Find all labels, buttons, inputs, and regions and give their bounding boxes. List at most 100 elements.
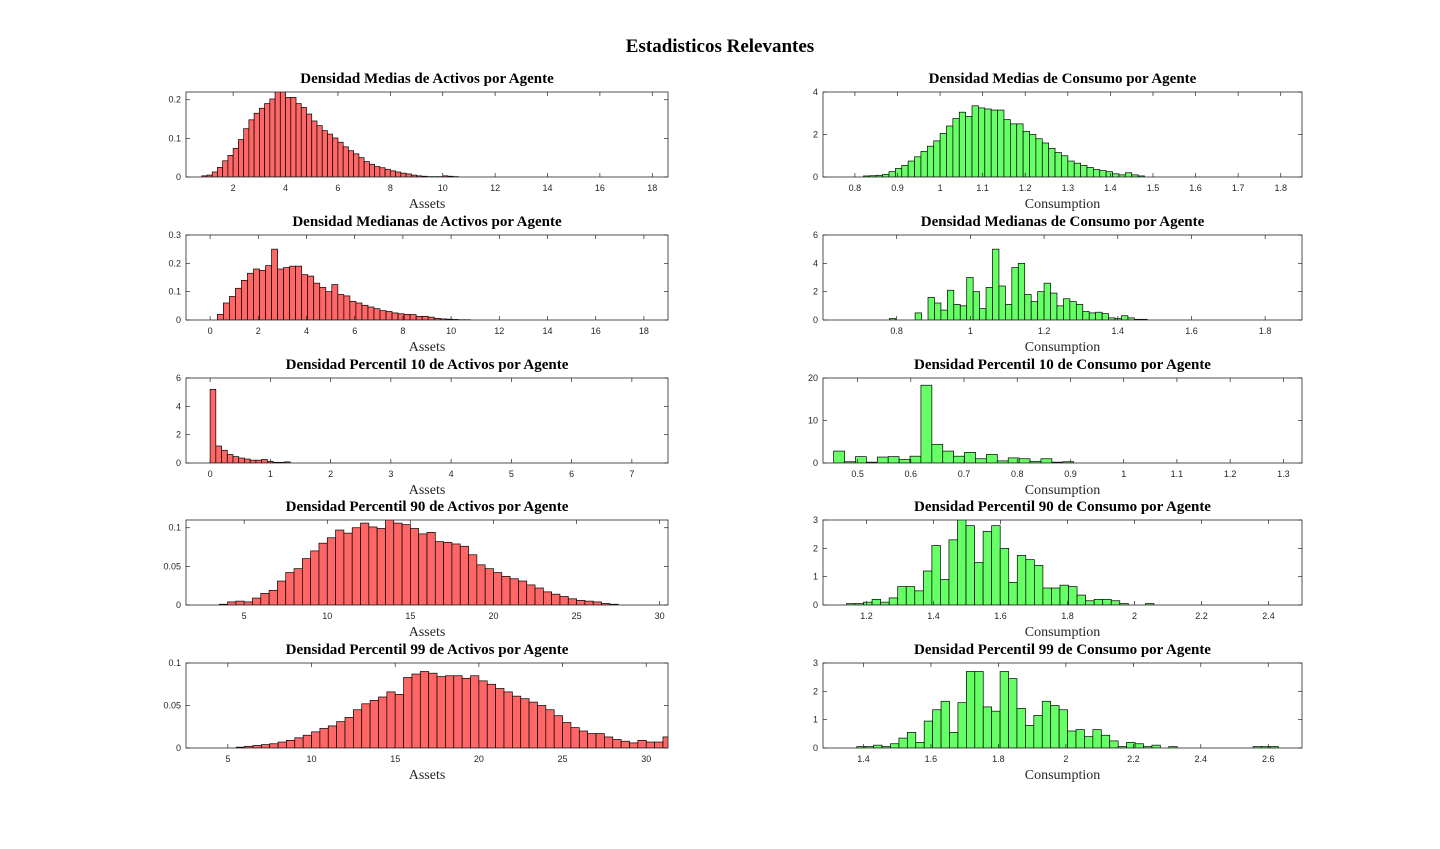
histogram-bar xyxy=(1075,304,1084,320)
x-tick-label: 5 xyxy=(509,469,514,479)
histogram-bar xyxy=(403,313,411,320)
x-tick-label: 0 xyxy=(208,326,213,336)
histogram-bar xyxy=(337,294,345,320)
histogram-bar xyxy=(393,522,403,605)
histogram-bar xyxy=(331,284,339,320)
y-tick-label: 2 xyxy=(813,543,818,553)
histogram-bar xyxy=(986,454,998,463)
histogram-bar xyxy=(1035,138,1043,177)
histogram-bar xyxy=(897,586,907,605)
histogram-bar xyxy=(259,270,266,320)
histogram-bar xyxy=(887,456,900,463)
histogram-bar xyxy=(654,741,664,748)
histogram-bar xyxy=(922,570,933,605)
histogram-bar xyxy=(914,590,924,605)
histogram-bar xyxy=(376,528,386,605)
histogram-bar xyxy=(426,532,436,605)
histogram-bar xyxy=(991,710,1001,748)
histogram-bar xyxy=(277,741,287,748)
histogram-bar xyxy=(833,450,845,463)
histogram-bar xyxy=(1093,598,1104,605)
histogram-bar xyxy=(285,572,295,605)
histogram-bar xyxy=(311,120,318,177)
histogram-bar xyxy=(271,248,278,320)
histogram-bar xyxy=(335,529,345,605)
histogram-bar xyxy=(1134,743,1144,748)
histogram-panel-6: 5 10 15 20 25 30 0 0.05 0.1 Densidad Percentil 90… xyxy=(163,499,669,640)
histogram-bar xyxy=(975,458,987,463)
histogram-bar xyxy=(1018,458,1031,463)
histogram-bar xyxy=(1025,559,1035,605)
x-tick-label: 1 xyxy=(1121,469,1126,479)
histogram-bar xyxy=(949,732,959,748)
histogram-bar xyxy=(363,161,370,177)
x-tick-label: 1.1 xyxy=(1171,469,1184,479)
x-tick-label: 8 xyxy=(400,326,405,336)
histogram-bar xyxy=(326,537,336,605)
histogram-bar xyxy=(512,695,522,748)
histogram-bar xyxy=(537,705,547,748)
histogram-bar xyxy=(542,591,553,605)
histogram-bar xyxy=(294,737,304,748)
x-tick-label: 1.6 xyxy=(994,611,1007,621)
histogram-bar xyxy=(325,291,333,320)
histogram-bar xyxy=(361,703,371,748)
x-tick-label: 25 xyxy=(572,611,582,621)
histogram-bar xyxy=(255,459,262,463)
histogram-bar xyxy=(942,450,955,463)
x-tick-label: 20 xyxy=(474,754,484,764)
x-tick-label: 2 xyxy=(1132,611,1137,621)
histogram-bar xyxy=(217,166,224,177)
histogram-bar xyxy=(1040,458,1053,463)
histogram-bar xyxy=(343,532,353,605)
histogram-bar xyxy=(1041,142,1050,177)
histogram-bar xyxy=(403,677,413,748)
histogram-bar xyxy=(428,672,438,748)
histogram-bar xyxy=(307,275,315,320)
histogram-bar xyxy=(1037,291,1045,320)
histogram-bar xyxy=(923,720,933,748)
histogram-bar xyxy=(248,119,255,177)
x-tick-label: 10 xyxy=(307,754,317,764)
histogram-bar xyxy=(984,108,992,177)
x-tick-label: 18 xyxy=(647,183,657,193)
bar-group xyxy=(833,384,1075,463)
x-tick-label: 18 xyxy=(639,326,649,336)
y-tick-label: 0.3 xyxy=(168,230,181,240)
histogram-bar xyxy=(1048,147,1056,177)
y-tick-label: 0.1 xyxy=(168,523,181,533)
histogram-bar xyxy=(957,520,967,605)
histogram-bar xyxy=(459,545,469,605)
x-tick-label: 1.4 xyxy=(857,754,870,764)
histogram-bar xyxy=(1009,123,1018,177)
bar-group xyxy=(235,671,668,748)
axes-box xyxy=(185,519,669,606)
histogram-bar xyxy=(274,92,281,177)
histogram-bar xyxy=(863,601,873,605)
histogram-bar xyxy=(238,457,245,463)
histogram-bar xyxy=(419,671,430,748)
histogram-bar xyxy=(235,600,245,605)
x-tick-label: 6 xyxy=(335,183,340,193)
histogram-bar xyxy=(1112,173,1120,177)
histogram-bar xyxy=(1016,707,1026,748)
histogram-bar xyxy=(562,722,572,748)
y-tick-label: 2 xyxy=(813,686,818,696)
y-tick-label: 4 xyxy=(813,258,818,268)
histogram-bar xyxy=(265,265,272,320)
x-tick-label: 0 xyxy=(208,469,213,479)
x-tick-label: 5 xyxy=(225,754,230,764)
panel-title: Densidad Percentil 99 de Consumo por Age… xyxy=(914,642,1211,658)
histogram-panel-4: 0 1 2 3 4 5 6 7 0 2 4 6 Densidad Percentil 10 de Act… xyxy=(176,357,669,498)
axes-box xyxy=(822,234,1303,321)
y-tick-label: 6 xyxy=(176,373,181,383)
y-tick-label: 1 xyxy=(813,715,818,725)
histogram-bar xyxy=(351,527,361,605)
histogram-bar xyxy=(470,675,480,748)
y-tick-label: 6 xyxy=(813,230,818,240)
histogram-bar xyxy=(953,455,965,463)
histogram-bar xyxy=(528,701,538,748)
x-tick-label: 1.3 xyxy=(1277,469,1290,479)
y-tick-label: 0.2 xyxy=(168,95,181,105)
bar-group xyxy=(846,520,1155,605)
